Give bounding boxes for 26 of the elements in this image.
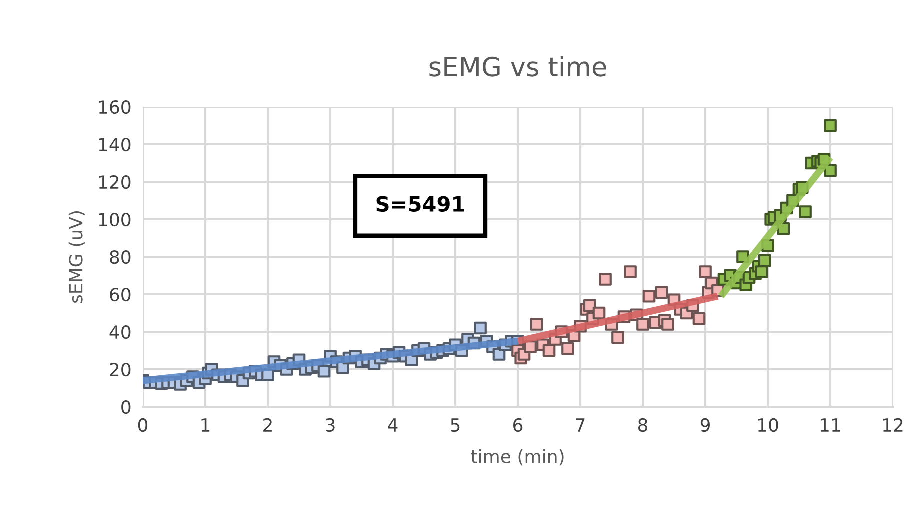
annotation: S=5491 — [376, 196, 464, 212]
x-tick-label: 10 — [758, 418, 778, 432]
x-tick-label: 9 — [700, 418, 710, 432]
x-tick-label: 3 — [326, 418, 335, 432]
y-tick-label: 120 — [99, 175, 131, 190]
y-tick-label: 140 — [99, 138, 131, 152]
y-tick-label: 40 — [110, 325, 131, 340]
x-tick-label: 11 — [820, 418, 840, 432]
x-tick-label: 8 — [638, 418, 648, 432]
x-tick-label: 0 — [138, 418, 148, 432]
y-axis-title: sEMG (uV) — [68, 212, 85, 304]
y-tick-label: 60 — [110, 288, 131, 302]
chart-title: sEMG vs time — [430, 56, 606, 77]
y-tick-label: 100 — [99, 212, 131, 227]
x-tick-label: 5 — [451, 418, 460, 432]
y-tick-label: 160 — [99, 100, 131, 114]
x-tick-label: 1 — [202, 418, 210, 432]
y-tick-label: 20 — [110, 362, 131, 377]
x-tick-label: 7 — [576, 418, 585, 432]
y-tick-label: 0 — [122, 400, 131, 414]
x-tick-label: 12 — [883, 418, 903, 432]
x-tick-label: 6 — [514, 418, 523, 432]
x-tick-label: 2 — [264, 418, 272, 432]
x-axis-title: time (min) — [471, 449, 564, 466]
y-tick-label: 80 — [110, 250, 131, 264]
x-tick-label: 4 — [388, 418, 398, 432]
